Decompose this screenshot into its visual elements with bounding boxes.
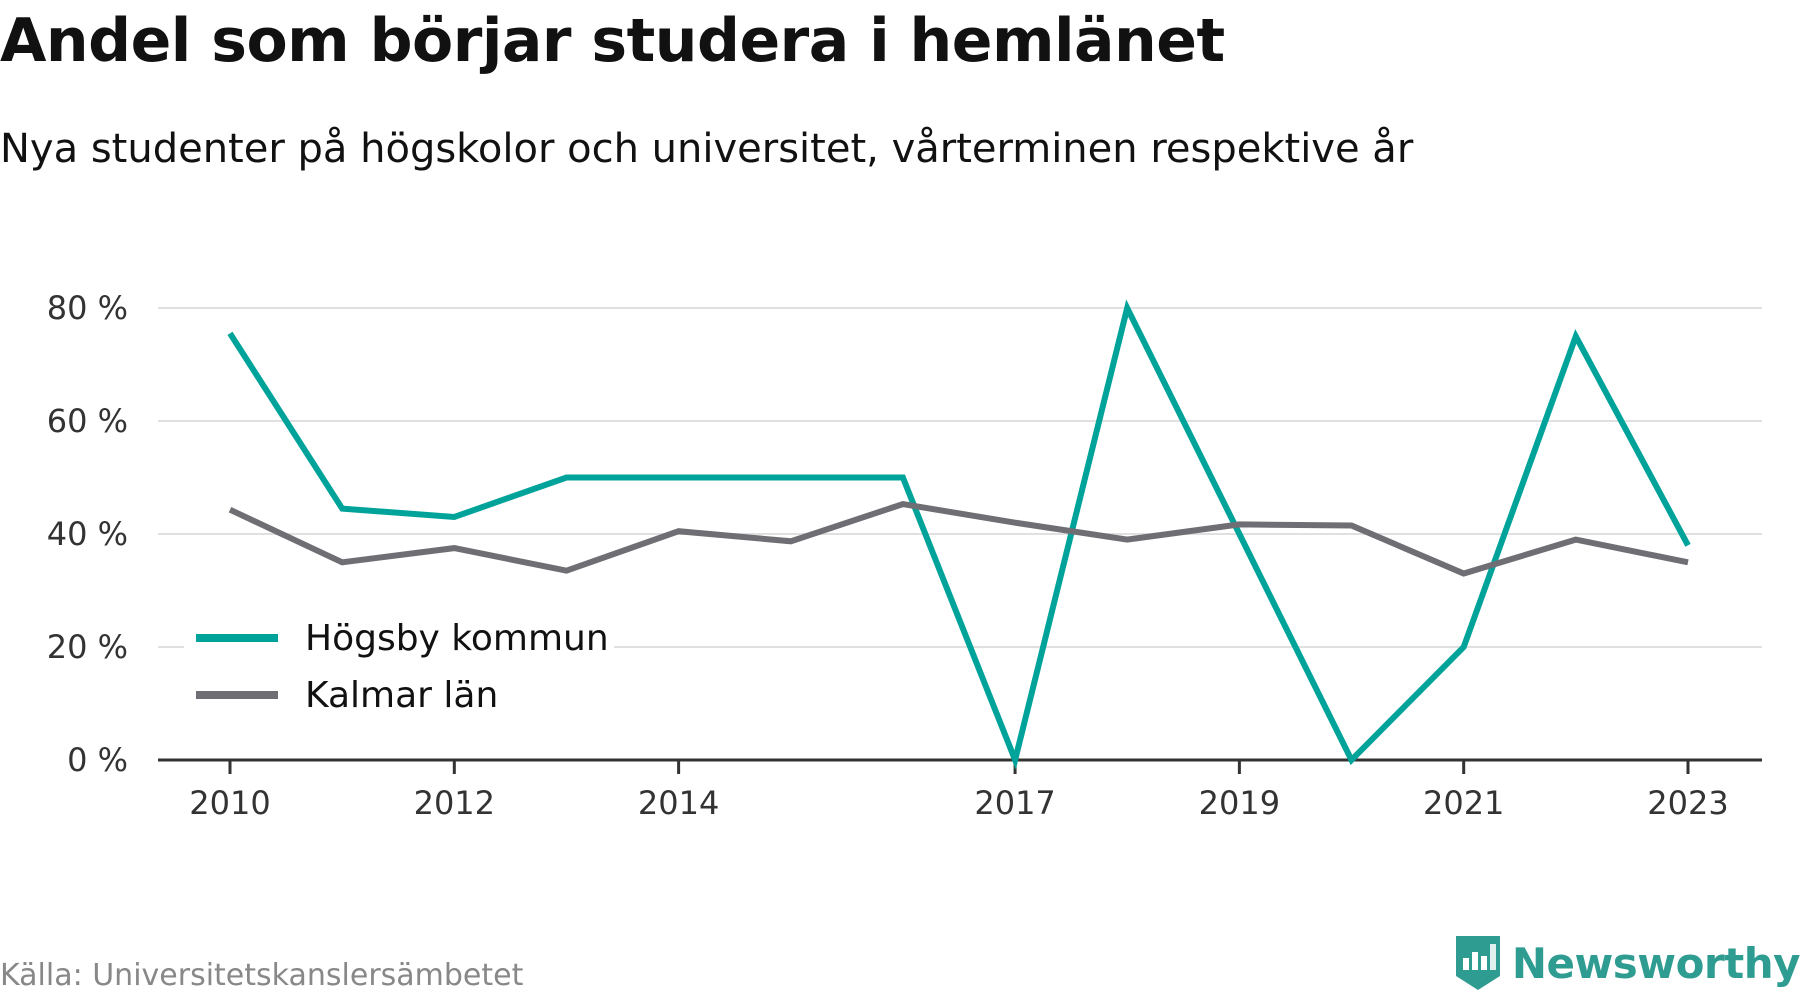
x-tick-label: 2021 (1423, 784, 1504, 822)
series-lines (227, 299, 1691, 770)
x-tick-label: 2019 (1199, 784, 1280, 822)
x-tick-label: 2023 (1647, 784, 1728, 822)
legend-background (184, 602, 614, 732)
y-axis-labels: 0 % 20 % 40 % 60 % 80 % (47, 289, 128, 779)
chart-title: Andel som börjar studera i hemlänet (0, 6, 1225, 76)
source-note: Källa: Universitetskanslersämbetet (0, 958, 524, 993)
x-tick-label: 2010 (189, 784, 270, 822)
y-tick-label: 60 % (47, 402, 128, 440)
brand-logo[interactable]: Newsworthy (1454, 934, 1800, 992)
legend-label: Högsby kommun (305, 618, 609, 659)
x-axis-labels: 2010 2012 2014 2017 2019 2021 2023 (189, 784, 1728, 822)
y-tick-label: 0 % (67, 741, 128, 779)
brand-name: Newsworthy (1511, 938, 1800, 988)
line-chart: 0 % 20 % 40 % 60 % 80 % 2010 2012 2014 2017 2019… (47, 289, 1762, 822)
y-tick-label: 80 % (47, 289, 128, 327)
legend: Högsby kommun Kalmar län (184, 602, 614, 732)
legend-label: Kalmar län (305, 675, 498, 716)
x-tick-label: 2014 (638, 784, 719, 822)
bar-chart-icon (1455, 936, 1500, 990)
x-tick-label: 2012 (414, 784, 495, 822)
grid-lines (158, 307, 1762, 648)
y-tick-label: 40 % (47, 515, 128, 553)
x-axis (158, 758, 1762, 774)
series-line-kalmar-l-n (228, 501, 1689, 577)
chart-subtitle: Nya studenter på högskolor och universit… (0, 126, 1414, 172)
y-tick-label: 20 % (47, 628, 128, 666)
series-line-h-gsby-kommun (227, 299, 1691, 770)
x-tick-label: 2017 (974, 784, 1055, 822)
